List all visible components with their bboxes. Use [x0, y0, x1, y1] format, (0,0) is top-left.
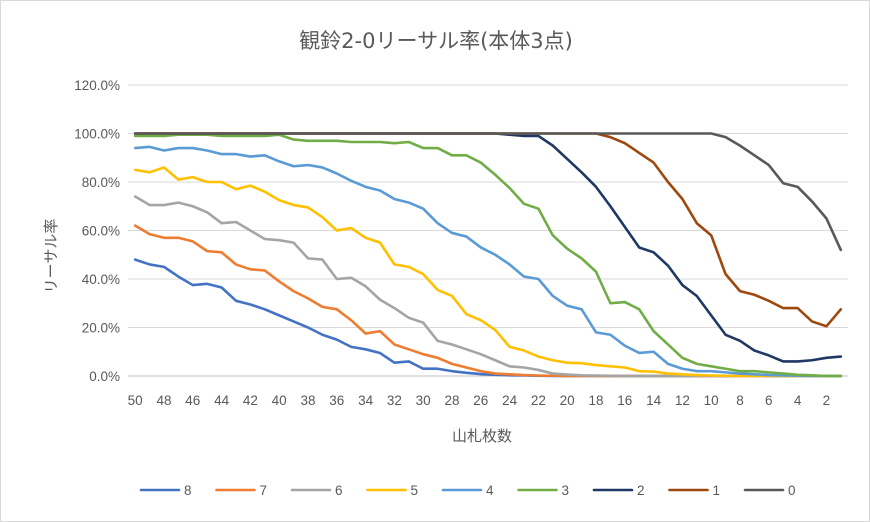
x-tick-label: 20	[560, 393, 575, 408]
y-tick-label: 20.0%	[82, 321, 120, 336]
legend: 8 7 6 5 4 3 2 1 0	[139, 483, 796, 498]
legend-label-2: 2	[637, 483, 645, 498]
x-tick-label: 36	[329, 393, 344, 408]
x-tick-label: 8	[736, 393, 744, 408]
x-tick-label: 18	[588, 393, 603, 408]
series-line-0	[133, 132, 843, 252]
series-line-3	[133, 133, 843, 378]
y-tick-label: 0.0%	[89, 369, 120, 384]
x-tick-label: 40	[272, 393, 287, 408]
series-line-4	[133, 145, 843, 378]
x-tick-label: 24	[502, 393, 518, 408]
x-tick-label: 32	[387, 393, 402, 408]
chart-title: 観鈴2-0リーサル率(本体3点)	[299, 29, 573, 53]
x-tick-label: 4	[794, 393, 802, 408]
y-tick-label: 40.0%	[82, 272, 120, 287]
y-tick-label: 80.0%	[82, 175, 120, 190]
legend-label-4: 4	[486, 483, 494, 498]
x-tick-label: 42	[243, 393, 258, 408]
x-tick-label: 38	[300, 393, 315, 408]
x-tick-label: 50	[128, 393, 143, 408]
series-line-5	[133, 166, 843, 378]
x-tick-label: 28	[444, 393, 459, 408]
x-tick-label: 26	[473, 393, 488, 408]
x-tick-label: 30	[416, 393, 431, 408]
y-axis-title: リーサル率	[42, 219, 60, 294]
x-tick-label: 48	[156, 393, 171, 408]
legend-label-1: 1	[713, 483, 721, 498]
y-tick-label: 100.0%	[74, 127, 120, 142]
x-tick-label: 2	[823, 393, 831, 408]
x-tick-label: 22	[531, 393, 546, 408]
gridlines	[128, 84, 848, 377]
legend-label-5: 5	[411, 483, 419, 498]
x-tick-label: 16	[617, 393, 632, 408]
legend-label-7: 7	[260, 483, 268, 498]
series-line-1	[133, 132, 843, 328]
series-lines	[133, 132, 843, 378]
y-tick-label: 60.0%	[82, 224, 120, 239]
legend-label-0: 0	[788, 483, 796, 498]
x-tick-label: 12	[675, 393, 690, 408]
legend-label-3: 3	[562, 483, 570, 498]
x-tick-label: 46	[185, 393, 200, 408]
x-tick-label: 34	[358, 393, 374, 408]
legend-label-8: 8	[184, 483, 192, 498]
y-tick-label: 120.0%	[74, 78, 120, 93]
x-tick-label: 44	[214, 393, 230, 408]
x-axis-title: 山札枚数	[452, 427, 512, 445]
x-tick-label: 14	[646, 393, 662, 408]
x-tick-label: 6	[765, 393, 773, 408]
x-tick-label: 10	[704, 393, 719, 408]
legend-label-6: 6	[335, 483, 343, 498]
y-axis-ticks: 0.0% 20.0% 40.0% 60.0% 80.0% 100.0% 120.0%	[74, 78, 120, 384]
x-axis-ticks: 50 48 46 44 42 40 38 36 34 32 30 28 26 24 22 20 18 16 14 12…	[128, 393, 830, 408]
